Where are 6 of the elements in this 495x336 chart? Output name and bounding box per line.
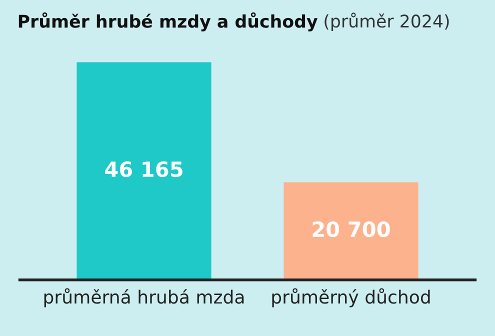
x-tick-label: průměrný důchod — [272, 288, 430, 308]
data-label: 20 700 — [312, 221, 390, 238]
data-label: 46 165 — [105, 161, 182, 178]
chart-subtitle: (průměr 2024) — [324, 12, 449, 32]
chart-title: Průměr hrubé mzdy a důchody — [18, 12, 318, 32]
x-tick-label: průměrná hrubá mzda — [44, 288, 244, 308]
